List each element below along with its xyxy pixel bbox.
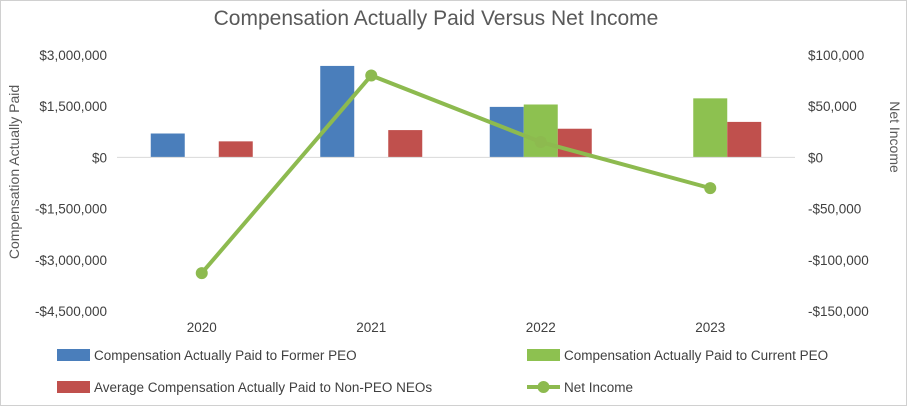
bar-1-2021: [320, 65, 355, 158]
y2-tick-label: -$150,000: [808, 304, 869, 319]
y2-axis-title: Net Income: [887, 101, 903, 173]
y-axis-title: Compensation Actually Paid: [6, 85, 22, 259]
y-tick-label: $3,000,000: [39, 48, 107, 63]
legend-label: Average Compensation Actually Paid to No…: [94, 380, 432, 395]
bar-3-2023: [727, 121, 762, 158]
y2-tick-label: -$50,000: [808, 202, 861, 217]
net-income-point-2023: [704, 182, 717, 195]
y-tick-label: $0: [92, 150, 107, 165]
x-tick-label: 2021: [356, 320, 386, 335]
net-income-point-2021: [365, 69, 378, 82]
y2-tick-label: -$100,000: [808, 253, 869, 268]
net-income-point-2022: [534, 136, 547, 149]
net-income-line: [200, 73, 711, 275]
x-tick-label: 2023: [695, 320, 725, 335]
y2-tick-label: $50,000: [808, 99, 857, 114]
bar-3-2020: [218, 141, 253, 158]
net-income-point-2020: [195, 267, 208, 280]
y-tick-label: $1,500,000: [39, 99, 107, 114]
y2-tick-label: $0: [808, 150, 823, 165]
bar-2-2023: [693, 98, 728, 158]
legend-swatch: [527, 349, 560, 361]
chart-title: Compensation Actually Paid Versus Net In…: [214, 7, 659, 30]
y-tick-label: -$4,500,000: [35, 304, 107, 319]
legend-swatch: [57, 349, 90, 361]
legend-marker: [537, 381, 550, 393]
y-tick-label: -$1,500,000: [35, 202, 107, 217]
ticks-layer: $3,000,000 $1,500,000 $0 -$1,500,000 -$3,000…: [35, 48, 869, 335]
y2-tick-label: $100,000: [808, 48, 864, 63]
net-income-line-layer: [195, 69, 717, 280]
legend-label: Compensation Actually Paid to Former PEO: [94, 348, 357, 363]
bar-3-2021: [388, 130, 423, 158]
y-tick-label: -$3,000,000: [35, 253, 107, 268]
x-tick-label: 2020: [187, 320, 217, 335]
legend: Compensation Actually Paid to Former PEO…: [57, 348, 828, 395]
bars-layer: [150, 65, 762, 158]
legend-label: Net Income: [564, 380, 633, 395]
bar-1-2020: [150, 133, 185, 158]
x-tick-label: 2022: [526, 320, 556, 335]
bar-2-2022: [523, 104, 558, 158]
legend-swatch: [57, 381, 90, 393]
legend-label: Compensation Actually Paid to Current PE…: [564, 348, 828, 363]
